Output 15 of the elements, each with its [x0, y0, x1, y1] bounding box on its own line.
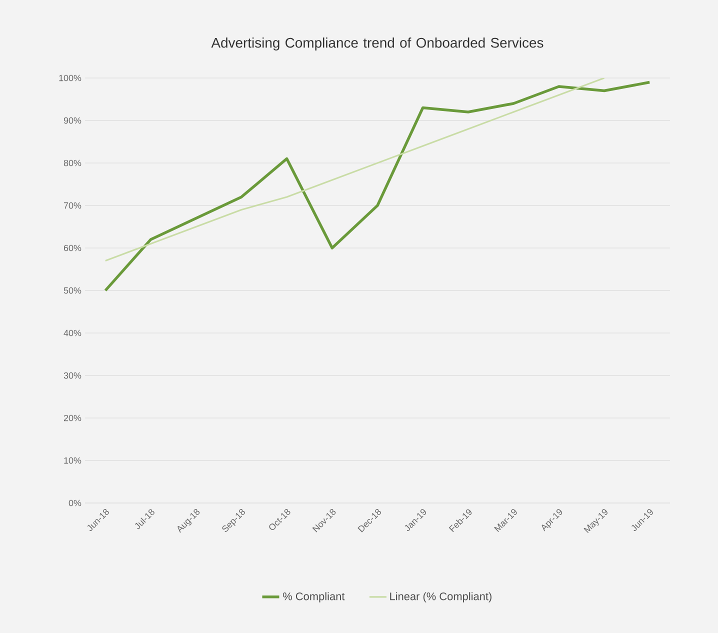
y-tick-label: 20% [64, 414, 82, 422]
y-tick-label: 100% [59, 74, 82, 82]
y-tick-label: 40% [64, 330, 82, 336]
legend-label: % Compliant [283, 592, 345, 602]
legend-label: Linear (% Compliant) [390, 592, 492, 602]
y-tick-label: 50% [64, 287, 82, 294]
y-tick-label: 30% [64, 372, 82, 379]
line-series [104, 80, 651, 292]
y-tick-label: 90% [64, 117, 82, 124]
y-tick-label: 60% [64, 244, 82, 252]
y-tick-label: 80% [64, 160, 82, 166]
y-tick-label: 70% [64, 202, 82, 209]
y-tick-label: 0% [68, 500, 82, 506]
y-tick-label: 10% [64, 457, 82, 464]
chart-title: Advertising Compliance trend of Onboarded Services [211, 37, 544, 50]
